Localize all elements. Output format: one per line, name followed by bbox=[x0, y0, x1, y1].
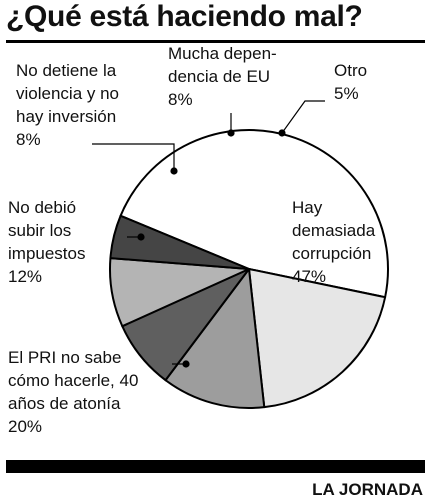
chart-title: ¿Qué está haciendo mal? bbox=[6, 0, 363, 33]
slice-label: No detiene la violencia y no hay inversión… bbox=[16, 61, 119, 149]
slice-value-label: 47% bbox=[292, 267, 326, 286]
slice-label-line: El PRI no sabe bbox=[8, 348, 121, 367]
leader-line bbox=[92, 143, 175, 171]
slice-label: Hay demasiada corrupción 47% bbox=[292, 198, 376, 286]
slice-value-label: 8% bbox=[168, 90, 193, 109]
source-credit: LA JORNADA bbox=[312, 480, 423, 499]
pie-slice bbox=[248, 268, 387, 409]
pie-slice bbox=[109, 214, 250, 270]
slice-value-label: 8% bbox=[16, 130, 41, 149]
slice-label: Mucha depen-dencia de EU 8% bbox=[168, 44, 277, 109]
slice-value-label: 20% bbox=[8, 417, 42, 436]
slice-label-line: Mucha depen- bbox=[168, 44, 277, 63]
leader-dot bbox=[137, 233, 145, 241]
leader-line bbox=[281, 100, 325, 134]
footer-bar bbox=[6, 460, 425, 473]
slice-label-line: Otro bbox=[334, 61, 367, 80]
leader-dot bbox=[170, 167, 178, 175]
slice-value-label: 12% bbox=[8, 267, 42, 286]
pie-chart: Hay demasiada corrupción 47% El PRI no sabe c… bbox=[8, 44, 389, 436]
pie-slice bbox=[119, 129, 389, 299]
slice-label-line: corrupción bbox=[292, 244, 371, 263]
slice-label: El PRI no sabe cómo hacerle, 40 años de at… bbox=[8, 348, 138, 436]
slice-label-line: Hay bbox=[292, 198, 323, 217]
slice-value-label: 5% bbox=[334, 84, 359, 103]
slice-label-line: demasiada bbox=[292, 221, 376, 240]
slice-label: Otro 5% bbox=[334, 61, 367, 103]
slice-label-line: años de atonía bbox=[8, 394, 121, 413]
leader-dot bbox=[278, 129, 286, 137]
slice-label-line: dencia de EU bbox=[168, 67, 270, 86]
leader-dot bbox=[182, 360, 190, 368]
title-rule bbox=[6, 40, 425, 43]
slice-label-line: No detiene la bbox=[16, 61, 117, 80]
leader-dot bbox=[227, 129, 235, 137]
slice-label-line: violencia y no bbox=[16, 84, 119, 103]
slice-label-line: hay inversión bbox=[16, 107, 116, 126]
pie-slice bbox=[164, 268, 266, 409]
slice-label-line: impuestos bbox=[8, 244, 85, 263]
slice-label-line: No debió bbox=[8, 198, 76, 217]
slice-label: No debió subir los impuestos 12% bbox=[8, 198, 85, 286]
slice-label-line: subir los bbox=[8, 221, 71, 240]
slice-label-line: cómo hacerle, 40 bbox=[8, 371, 138, 390]
